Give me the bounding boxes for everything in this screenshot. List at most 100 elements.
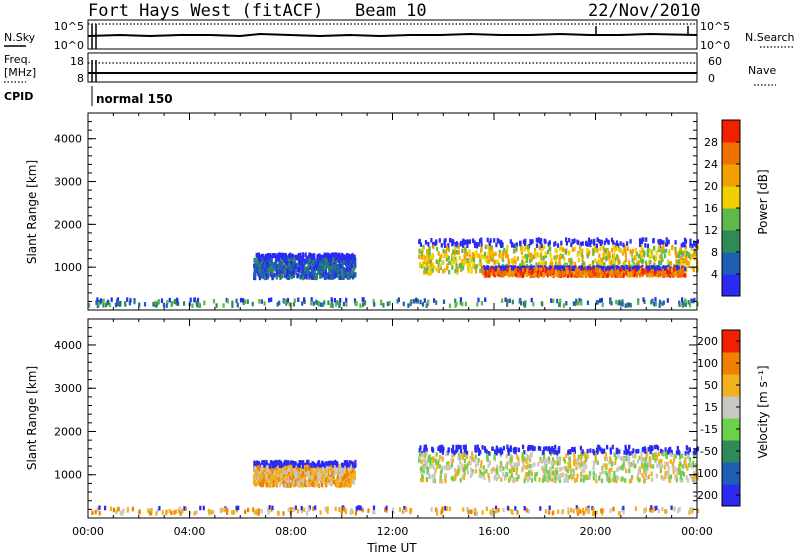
echo-cell bbox=[571, 266, 574, 271]
echo-cell bbox=[589, 242, 592, 248]
echo-cell bbox=[452, 477, 455, 482]
echo-cell bbox=[521, 457, 524, 463]
echo-cell bbox=[516, 256, 519, 261]
echo-cell bbox=[553, 473, 556, 478]
echo-cell bbox=[464, 239, 467, 245]
echo-cell bbox=[524, 253, 527, 259]
echo-cell bbox=[152, 302, 155, 307]
echo-cell bbox=[431, 456, 434, 462]
echo-cell bbox=[552, 270, 555, 275]
echo-cell bbox=[464, 301, 467, 307]
echo-cell bbox=[647, 447, 650, 452]
echo-cell bbox=[632, 453, 635, 459]
echo-cell bbox=[212, 510, 215, 515]
echo-cell bbox=[573, 446, 576, 452]
echo-cell bbox=[350, 273, 353, 278]
echo-cell bbox=[424, 240, 428, 245]
echo-cell bbox=[693, 240, 696, 246]
echo-cell bbox=[314, 264, 317, 270]
echo-cell bbox=[515, 470, 518, 476]
echo-cell bbox=[479, 268, 482, 273]
echo-cell bbox=[577, 454, 580, 460]
echo-cell bbox=[528, 444, 531, 450]
echo-cell bbox=[525, 258, 528, 264]
echo-cell bbox=[672, 458, 676, 463]
echo-cell bbox=[294, 472, 297, 477]
echo-cell bbox=[502, 466, 505, 471]
echo-cell bbox=[520, 270, 523, 276]
echo-cell bbox=[608, 473, 612, 478]
echo-cell bbox=[472, 457, 475, 462]
echo-cell bbox=[170, 302, 173, 308]
echo-cell bbox=[312, 481, 315, 486]
echo-cell bbox=[678, 302, 681, 307]
echo-cell bbox=[311, 267, 314, 272]
echo-cell bbox=[311, 461, 314, 466]
echo-cell bbox=[293, 479, 296, 484]
echo-cell bbox=[578, 462, 581, 467]
echo-cell bbox=[631, 450, 634, 456]
echo-cell bbox=[262, 477, 265, 482]
echo-cell bbox=[435, 452, 438, 457]
echo-cell bbox=[617, 454, 620, 459]
station-title: Fort Hays West (fitACF) bbox=[88, 1, 323, 21]
echo-cell bbox=[667, 267, 670, 272]
echo-cell bbox=[294, 461, 297, 466]
echo-cell bbox=[680, 253, 684, 258]
echo-cell bbox=[480, 262, 483, 267]
power-ylabel: Slant Range [km] bbox=[25, 160, 39, 264]
echo-cell bbox=[628, 479, 631, 484]
echo-cell bbox=[543, 244, 546, 249]
echo-cell bbox=[541, 261, 544, 267]
echo-cell bbox=[649, 449, 652, 455]
echo-cell bbox=[537, 265, 540, 270]
echo-cell bbox=[345, 470, 348, 475]
echo-cell bbox=[498, 270, 502, 276]
echo-cell bbox=[426, 266, 429, 271]
echo-cell bbox=[621, 476, 624, 481]
echo-cell bbox=[98, 511, 101, 516]
echo-cell bbox=[588, 273, 591, 278]
echo-cell bbox=[678, 451, 681, 456]
velocity-data-layer bbox=[91, 444, 700, 516]
echo-cell bbox=[640, 451, 643, 456]
echo-cell bbox=[267, 265, 270, 270]
echo-cell bbox=[595, 243, 598, 249]
echo-cell bbox=[438, 458, 441, 463]
echo-cell bbox=[425, 459, 428, 464]
echo-cell bbox=[542, 468, 545, 474]
echo-cell bbox=[525, 272, 529, 278]
echo-cell bbox=[303, 507, 306, 512]
echo-cell bbox=[327, 273, 330, 279]
echo-cell bbox=[513, 243, 516, 249]
echo-cell bbox=[492, 252, 495, 258]
echo-cell bbox=[325, 461, 328, 466]
echo-cell bbox=[495, 476, 498, 482]
echo-cell bbox=[500, 252, 503, 258]
echo-cell bbox=[638, 267, 642, 272]
echo-cell bbox=[420, 477, 423, 483]
echo-cell bbox=[261, 269, 264, 274]
echo-cell bbox=[469, 259, 472, 264]
echo-cell bbox=[566, 273, 569, 278]
echo-cell bbox=[527, 249, 530, 254]
echo-cell bbox=[323, 300, 326, 305]
echo-cell bbox=[582, 478, 585, 483]
echo-cell bbox=[540, 271, 543, 276]
echo-cell bbox=[475, 269, 478, 274]
echo-cell bbox=[665, 237, 668, 242]
echo-cell bbox=[580, 474, 584, 479]
echo-cell bbox=[632, 269, 635, 274]
echo-cell bbox=[446, 265, 449, 271]
echo-cell bbox=[479, 254, 482, 260]
echo-cell bbox=[643, 467, 646, 472]
echo-cell bbox=[580, 241, 583, 247]
echo-cell bbox=[486, 237, 489, 243]
echo-cell bbox=[472, 262, 475, 267]
echo-cell bbox=[508, 272, 511, 278]
echo-cell bbox=[338, 254, 341, 259]
echo-cell bbox=[584, 452, 587, 457]
echo-cell bbox=[313, 462, 316, 468]
echo-cell bbox=[258, 268, 261, 273]
echo-cell bbox=[244, 299, 247, 304]
